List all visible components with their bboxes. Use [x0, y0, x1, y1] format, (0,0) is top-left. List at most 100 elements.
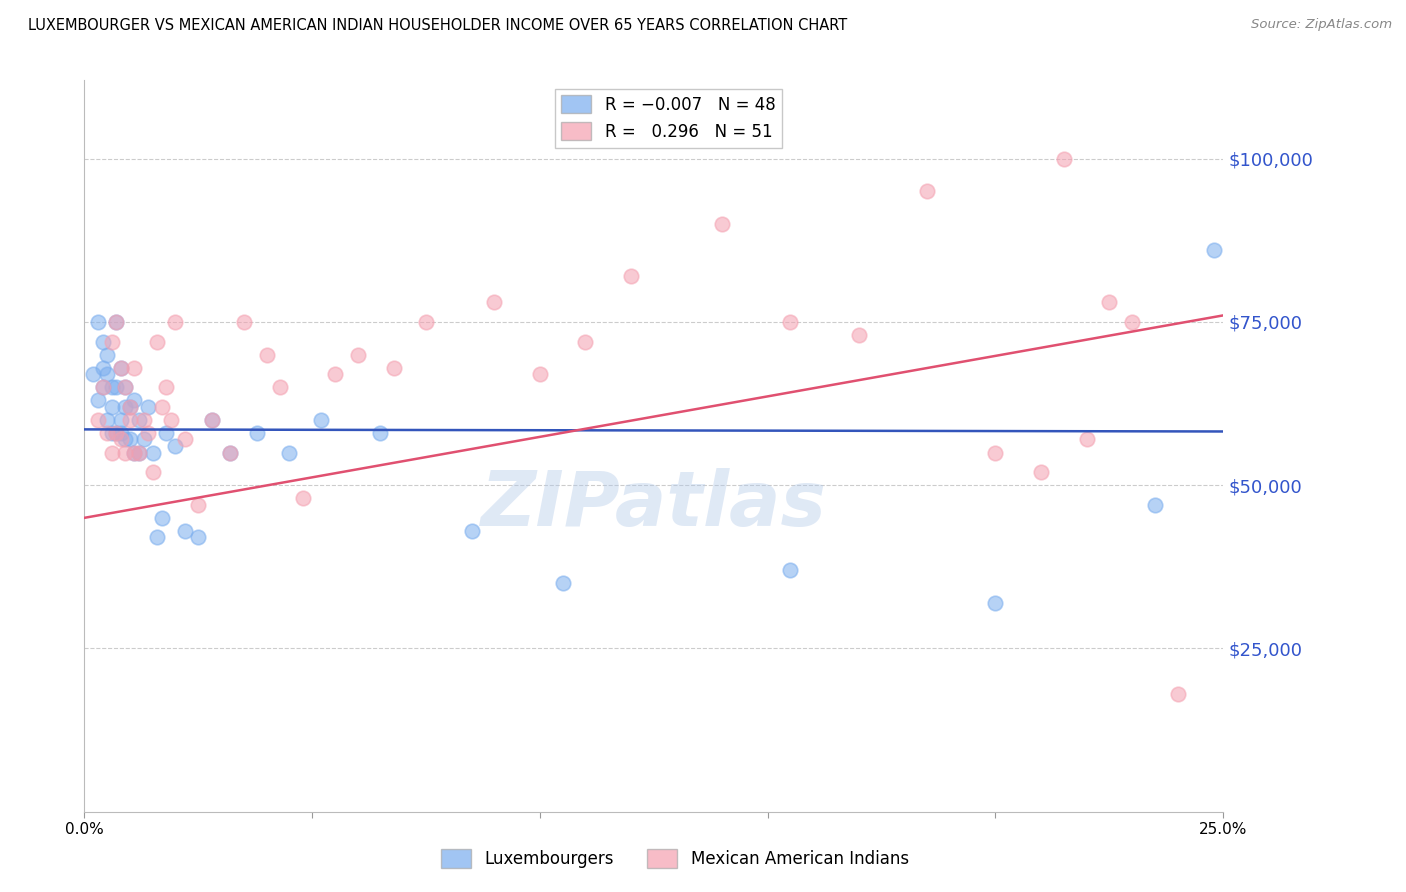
Point: [187, 498, 209, 512]
Point: [150, 400, 173, 414]
Point: [136, 400, 159, 414]
Text: LUXEMBOURGER VS MEXICAN AMERICAN INDIAN HOUSEHOLDER INCOME OVER 65 YEARS CORRELA: LUXEMBOURGER VS MEXICAN AMERICAN INDIAN …: [28, 18, 848, 33]
Point: [142, 465, 165, 479]
Point: [132, 433, 155, 447]
Point: [150, 511, 173, 525]
Point: [370, 425, 392, 440]
Point: [87, 393, 110, 408]
Point: [155, 425, 177, 440]
Point: [87, 413, 110, 427]
Point: [779, 563, 801, 577]
Point: [160, 413, 183, 427]
Point: [984, 596, 1007, 610]
Point: [96, 413, 118, 427]
Point: [128, 445, 150, 459]
Point: [1029, 465, 1052, 479]
Point: [278, 445, 301, 459]
Point: [779, 315, 801, 329]
Point: [100, 400, 122, 414]
Point: [114, 380, 136, 394]
Point: [110, 433, 132, 447]
Point: [100, 334, 122, 349]
Point: [165, 439, 187, 453]
Point: [1143, 498, 1166, 512]
Point: [124, 393, 146, 408]
Point: [1121, 315, 1143, 329]
Point: [292, 491, 315, 506]
Point: [246, 425, 269, 440]
Point: [110, 413, 132, 427]
Point: [323, 367, 346, 381]
Point: [1076, 433, 1098, 447]
Point: [100, 380, 122, 394]
Point: [201, 413, 224, 427]
Point: [173, 524, 195, 538]
Point: [984, 445, 1007, 459]
Point: [96, 347, 118, 362]
Point: [82, 367, 104, 381]
Point: [269, 380, 291, 394]
Point: [118, 413, 141, 427]
Legend: R = −0.007   N = 48, R =   0.296   N = 51: R = −0.007 N = 48, R = 0.296 N = 51: [555, 88, 782, 147]
Point: [96, 367, 118, 381]
Point: [551, 576, 574, 591]
Point: [114, 380, 136, 394]
Point: [105, 315, 128, 329]
Point: [173, 433, 195, 447]
Point: [219, 445, 242, 459]
Point: [232, 315, 254, 329]
Point: [256, 347, 278, 362]
Point: [105, 315, 128, 329]
Point: [219, 445, 242, 459]
Point: [529, 367, 551, 381]
Legend: Luxembourgers, Mexican American Indians: Luxembourgers, Mexican American Indians: [434, 843, 915, 875]
Point: [915, 184, 938, 198]
Point: [100, 445, 122, 459]
Point: [460, 524, 482, 538]
Point: [201, 413, 224, 427]
Point: [128, 413, 150, 427]
Point: [620, 269, 643, 284]
Point: [132, 413, 155, 427]
Point: [1204, 243, 1226, 257]
Point: [136, 425, 159, 440]
Point: [574, 334, 596, 349]
Point: [100, 425, 122, 440]
Point: [142, 445, 165, 459]
Point: [105, 380, 128, 394]
Text: Source: ZipAtlas.com: Source: ZipAtlas.com: [1251, 18, 1392, 31]
Point: [309, 413, 332, 427]
Point: [382, 360, 405, 375]
Point: [165, 315, 187, 329]
Point: [87, 315, 110, 329]
Point: [110, 425, 132, 440]
Point: [110, 360, 132, 375]
Point: [91, 380, 114, 394]
Point: [124, 360, 146, 375]
Point: [124, 445, 146, 459]
Point: [96, 425, 118, 440]
Point: [91, 334, 114, 349]
Point: [1053, 152, 1076, 166]
Point: [484, 295, 506, 310]
Point: [114, 400, 136, 414]
Point: [1167, 687, 1189, 701]
Text: ZIPatlas: ZIPatlas: [481, 467, 827, 541]
Point: [124, 445, 146, 459]
Point: [415, 315, 437, 329]
Point: [118, 433, 141, 447]
Point: [146, 530, 169, 544]
Point: [118, 400, 141, 414]
Point: [91, 360, 114, 375]
Point: [146, 334, 169, 349]
Point: [91, 380, 114, 394]
Point: [1098, 295, 1121, 310]
Point: [114, 433, 136, 447]
Point: [187, 530, 209, 544]
Point: [346, 347, 368, 362]
Point: [711, 217, 734, 231]
Point: [114, 445, 136, 459]
Point: [105, 425, 128, 440]
Point: [848, 328, 870, 343]
Point: [118, 400, 141, 414]
